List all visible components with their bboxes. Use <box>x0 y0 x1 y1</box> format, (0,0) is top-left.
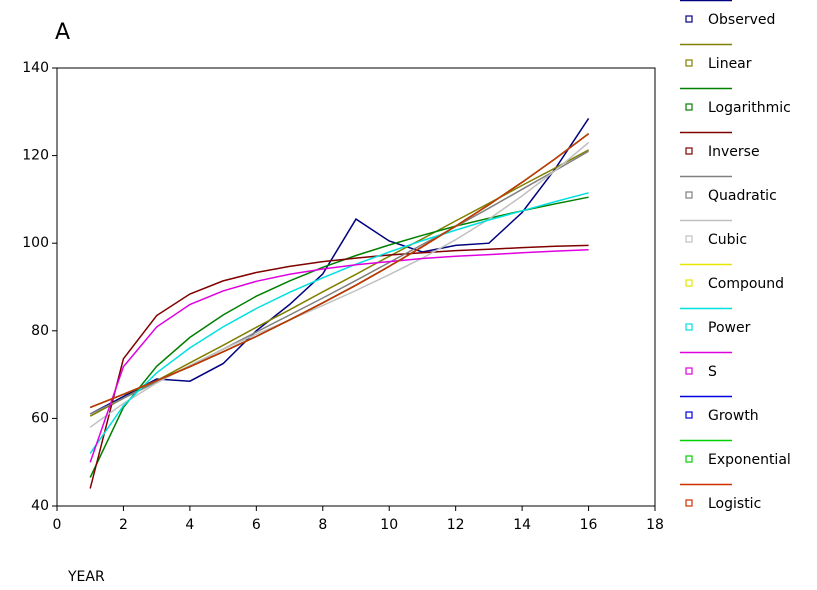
y-tick-label: 120 <box>22 148 49 164</box>
y-tick-label: 40 <box>31 498 49 514</box>
legend-label: Linear <box>708 56 752 72</box>
x-tick-label: 8 <box>318 517 327 533</box>
x-tick-label: 16 <box>580 517 598 533</box>
legend-marker <box>686 16 692 22</box>
legend-marker <box>686 368 692 374</box>
x-tick-label: 4 <box>185 517 194 533</box>
x-tick-label: 14 <box>513 517 531 533</box>
x-tick-label: 12 <box>447 517 465 533</box>
chart-title: A <box>55 20 70 45</box>
series-line <box>90 197 588 477</box>
chart: A YEAR 40 60 80 100 120 140 0 2 4 6 8 10 12 14 16 18 Obs… <box>0 0 817 590</box>
legend-label: Power <box>708 320 751 336</box>
legend-label: Logistic <box>708 496 761 512</box>
legend-marker <box>686 148 692 154</box>
y-tick-label: 80 <box>31 323 49 339</box>
y-tick-label: 140 <box>22 60 49 76</box>
legend-label: Compound <box>708 276 784 292</box>
legend-label: Logarithmic <box>708 100 791 116</box>
legend-label: S <box>708 364 717 380</box>
series-line <box>90 150 588 416</box>
legend-marker <box>686 104 692 110</box>
series-line <box>90 143 588 428</box>
x-tick-label: 6 <box>252 517 261 533</box>
y-tick-label: 100 <box>22 235 49 251</box>
y-tick-label: 60 <box>31 410 49 426</box>
x-tick-label: 0 <box>53 517 62 533</box>
x-tick-label: 2 <box>119 517 128 533</box>
series-line <box>90 193 588 454</box>
x-axis-label: YEAR <box>67 569 105 585</box>
legend-marker <box>686 280 692 286</box>
legend-marker <box>686 456 692 462</box>
page: A YEAR 40 60 80 100 120 140 0 2 4 6 8 10 12 14 16 18 Obs… <box>0 0 817 590</box>
legend-label: Growth <box>708 408 759 424</box>
legend-label: Exponential <box>708 452 791 468</box>
legend-label: Inverse <box>708 144 760 160</box>
plot-frame <box>57 68 655 506</box>
series-line <box>90 250 588 462</box>
legend-marker <box>686 500 692 506</box>
x-tick-label: 10 <box>380 517 398 533</box>
legend-marker <box>686 236 692 242</box>
x-tick-label: 18 <box>646 517 664 533</box>
legend-label: Cubic <box>708 232 747 248</box>
legend-marker <box>686 192 692 198</box>
legend-label: Observed <box>708 12 775 28</box>
legend-marker <box>686 324 692 330</box>
legend-label: Quadratic <box>708 188 777 204</box>
legend-marker <box>686 412 692 418</box>
legend-marker <box>686 60 692 66</box>
